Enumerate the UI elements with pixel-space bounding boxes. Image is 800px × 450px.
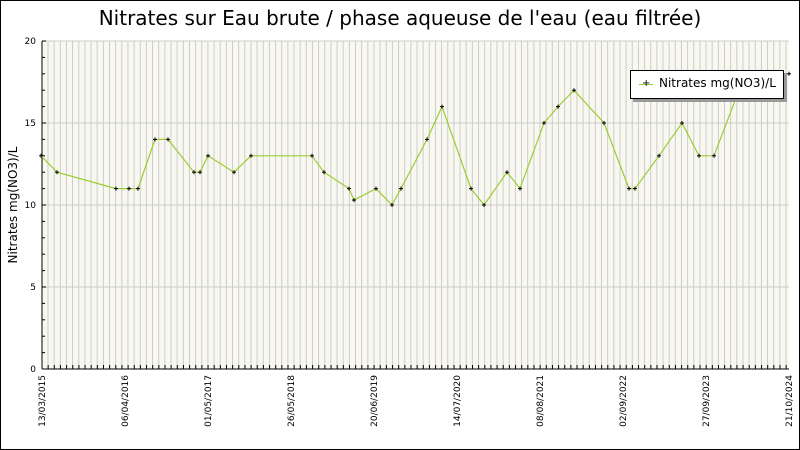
data-point-marker [232,170,236,175]
data-point-marker [310,153,314,158]
data-point-marker [198,170,202,175]
x-tick-label: 26/05/2018 [287,375,297,427]
data-point-marker [192,170,196,175]
data-point-marker [153,137,157,142]
data-point-marker [657,153,661,158]
data-point-marker [399,186,403,191]
data-point-marker [374,186,378,191]
data-point-marker [712,153,716,158]
data-point-marker [787,71,791,76]
data-point-marker [440,104,444,109]
legend: + Nitrates mg(NO3)/L [630,70,784,99]
y-tick-label: 15 [25,119,36,129]
data-point-marker [39,153,43,158]
chart-title: Nitrates sur Eau brute / phase aqueuse d… [98,6,702,30]
legend-label: Nitrates mg(NO3)/L [659,76,776,90]
data-point-marker [680,121,684,125]
y-tick-label: 5 [30,283,36,293]
x-tick-label: 14/07/2020 [453,375,463,427]
data-point-marker [114,186,118,191]
data-point-marker [627,186,631,191]
x-tick-label: 13/03/2015 [38,375,48,427]
y-tick-label: 20 [25,37,37,47]
y-tick-label: 0 [30,365,36,375]
data-point-marker [390,203,394,207]
data-point-marker [136,186,140,191]
y-axis-title: Nitrates mg(NO3)/L [6,146,20,263]
legend-line-swatch [639,84,653,85]
data-point-marker [518,186,522,191]
x-tick-label: 01/05/2017 [204,375,214,427]
data-point-marker [633,186,637,191]
data-point-marker [55,170,59,175]
data-point-marker [322,170,326,175]
data-point-marker [249,153,253,158]
data-point-marker [602,121,606,125]
data-point-marker [505,170,509,175]
data-point-marker [347,186,351,191]
x-tick-label: 21/10/2024 [785,375,795,427]
data-point-marker [542,121,546,125]
data-point-marker [482,203,486,207]
x-tick-label: 27/09/2023 [702,375,712,427]
data-point-marker [697,153,701,158]
data-point-marker [572,88,576,93]
data-point-marker [166,137,170,142]
data-point-marker [206,153,210,158]
x-tick-label: 06/04/2016 [121,375,131,427]
legend-marker-icon: + [642,78,651,89]
data-point-marker [352,198,356,203]
x-tick-label: 02/09/2022 [619,375,629,427]
data-point-marker [425,137,429,142]
data-point-marker [469,186,473,191]
x-tick-label: 20/06/2019 [370,375,380,427]
x-tick-label: 08/08/2021 [536,375,546,427]
data-point-marker [127,186,131,191]
data-point-marker [556,104,560,109]
y-tick-label: 10 [25,201,37,211]
